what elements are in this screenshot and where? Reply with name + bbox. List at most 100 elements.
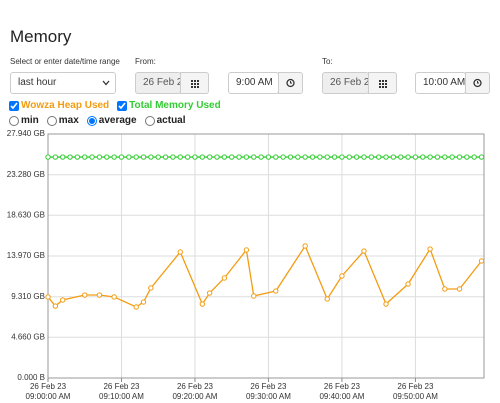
y-tick-label: 27.940 GB — [7, 129, 45, 138]
legend-item[interactable]: Total Memory Used — [117, 100, 221, 111]
data-point — [67, 154, 73, 160]
data-point — [390, 154, 397, 160]
caret — [102, 80, 110, 86]
data-point — [45, 294, 51, 300]
data-point — [251, 154, 257, 160]
data-point — [302, 243, 308, 249]
to-date[interactable]: 26 Feb 2 — [322, 72, 369, 94]
data-point — [192, 154, 198, 160]
data-point — [295, 154, 301, 160]
range-select[interactable]: last hour — [10, 72, 116, 94]
data-point — [236, 154, 242, 160]
data-point — [52, 154, 59, 160]
data-point — [59, 297, 66, 303]
radio-option[interactable]: average — [86, 115, 137, 126]
data-point — [464, 154, 470, 160]
aggregation: min max average actual — [9, 115, 186, 126]
x-tick-label: 26 Feb 23 09:40:00 AM — [319, 382, 365, 401]
data-point — [148, 285, 154, 291]
radio-option[interactable]: actual — [144, 115, 186, 126]
data-point — [339, 273, 345, 279]
to-label: To: — [322, 57, 333, 66]
data-point — [383, 301, 389, 307]
data-point — [133, 304, 139, 310]
data-point — [324, 154, 330, 160]
to-time[interactable]: 10:00 AM — [415, 72, 466, 94]
y-tick-label: 23.280 GB — [7, 170, 45, 179]
legend-label: Total Memory Used — [129, 100, 221, 111]
data-point — [170, 154, 176, 160]
data-point — [398, 154, 404, 160]
radio-option[interactable]: max — [46, 115, 79, 126]
data-point — [434, 154, 441, 160]
data-point — [111, 154, 117, 160]
data-point — [258, 154, 264, 160]
from-calendar[interactable] — [180, 72, 209, 94]
clock-icon — [473, 78, 482, 88]
data-point — [456, 286, 463, 292]
data-point — [405, 154, 411, 160]
data-point — [148, 154, 154, 160]
data-point — [346, 154, 352, 160]
legend-checkbox[interactable] — [9, 100, 19, 111]
from-label: From: — [135, 57, 156, 66]
data-point — [361, 248, 367, 254]
data-point — [442, 286, 448, 292]
radio-label: actual — [156, 115, 186, 126]
data-point — [427, 246, 433, 252]
data-point — [96, 154, 103, 160]
data-point — [375, 154, 382, 160]
data-point — [126, 154, 132, 160]
data-point — [287, 154, 294, 160]
data-point — [229, 154, 235, 160]
data-point — [243, 154, 250, 160]
data-point — [331, 154, 338, 160]
data-point — [118, 154, 125, 160]
calendar-icon — [379, 80, 387, 88]
data-point — [273, 154, 279, 160]
radio-label: max — [58, 115, 79, 126]
data-point — [59, 154, 66, 160]
data-point — [96, 292, 103, 298]
data-point — [74, 154, 81, 160]
data-point — [199, 301, 206, 307]
calendar-icon — [191, 80, 199, 88]
data-point — [353, 154, 360, 160]
data-point — [221, 154, 228, 160]
data-point — [243, 247, 250, 253]
data-point — [221, 275, 228, 281]
from-date[interactable]: 26 Feb 2 — [135, 72, 181, 94]
legend-label: Wowza Heap Used — [21, 100, 110, 111]
data-point — [82, 154, 88, 160]
legend-checkbox[interactable] — [117, 100, 128, 111]
radio-button[interactable] — [9, 115, 19, 126]
data-point — [280, 154, 286, 160]
from-time[interactable]: 9:00 AM — [228, 72, 279, 94]
data-point — [162, 154, 169, 160]
data-point — [427, 154, 433, 160]
y-tick-label: 0.000 B — [17, 373, 45, 382]
legend-item[interactable]: Wowza Heap Used — [9, 100, 109, 111]
y-tick-label: 13.970 GB — [7, 251, 45, 260]
to-clock[interactable] — [465, 72, 490, 94]
x-tick-label: 26 Feb 23 09:10:00 AM — [99, 382, 144, 401]
data-point — [104, 154, 110, 160]
data-point — [471, 154, 477, 160]
radio-label: average — [98, 115, 137, 126]
data-point — [133, 154, 139, 160]
radio-button[interactable] — [144, 115, 155, 126]
range-label: Select or enter date/time range — [10, 57, 120, 66]
radio-label: min — [21, 115, 39, 126]
data-point — [383, 154, 389, 160]
to-calendar[interactable] — [368, 72, 397, 94]
x-tick-label: 26 Feb 23 09:50:00 AM — [392, 382, 438, 401]
plot-border — [47, 133, 485, 379]
data-point — [339, 154, 345, 160]
radio-button[interactable] — [86, 115, 97, 126]
radio-option[interactable]: min — [9, 115, 39, 126]
from-clock[interactable] — [278, 72, 303, 94]
data-point — [206, 290, 213, 296]
data-point — [420, 154, 426, 160]
radio-button[interactable] — [46, 115, 57, 126]
